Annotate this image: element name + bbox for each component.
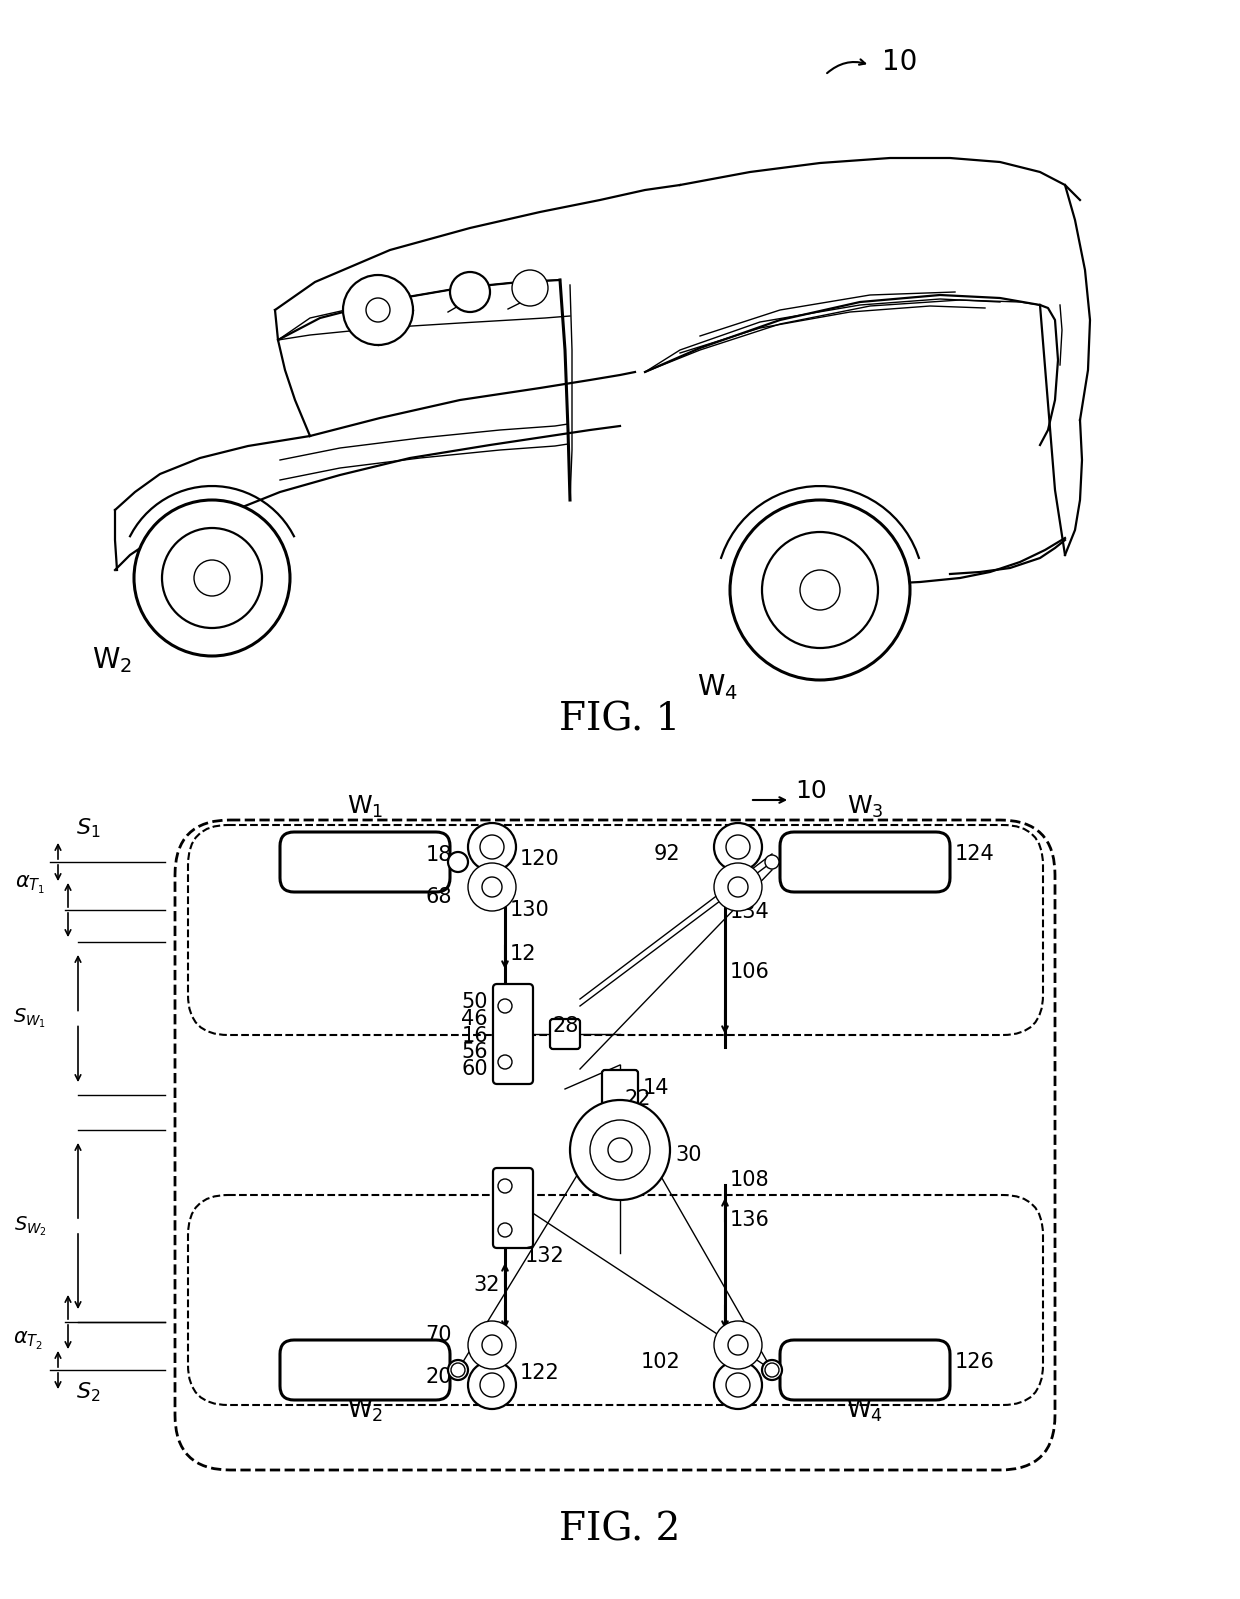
Text: 16: 16 (461, 1027, 489, 1046)
Circle shape (714, 863, 763, 911)
Text: 14: 14 (644, 1078, 670, 1097)
Circle shape (570, 1100, 670, 1199)
Circle shape (498, 1178, 512, 1193)
Circle shape (725, 1374, 750, 1398)
Text: 70: 70 (425, 1326, 453, 1345)
Circle shape (467, 1321, 516, 1369)
Circle shape (480, 835, 503, 859)
Text: 32: 32 (474, 1274, 500, 1295)
Text: 12: 12 (510, 943, 537, 964)
FancyBboxPatch shape (780, 1340, 950, 1401)
Circle shape (366, 297, 391, 321)
Text: 30: 30 (675, 1145, 702, 1166)
Text: W$_1$: W$_1$ (347, 795, 383, 820)
Text: $S_1$: $S_1$ (76, 815, 100, 839)
Circle shape (608, 1138, 632, 1162)
Circle shape (763, 532, 878, 648)
Text: 56: 56 (461, 1043, 489, 1062)
Circle shape (730, 500, 910, 680)
Circle shape (800, 569, 839, 609)
Text: 46: 46 (461, 1009, 489, 1030)
Circle shape (763, 1361, 782, 1380)
Text: 122: 122 (520, 1362, 559, 1383)
Circle shape (450, 272, 490, 312)
Text: W$_2$: W$_2$ (92, 644, 131, 675)
FancyBboxPatch shape (280, 831, 450, 892)
Text: 50: 50 (461, 991, 489, 1012)
Text: $\alpha_{T_1}$: $\alpha_{T_1}$ (15, 875, 45, 895)
Text: 108: 108 (730, 1170, 770, 1190)
Text: 126: 126 (955, 1353, 994, 1372)
Text: 18: 18 (425, 844, 453, 865)
Circle shape (765, 1362, 779, 1377)
Text: FIG. 1: FIG. 1 (559, 702, 681, 739)
FancyBboxPatch shape (780, 831, 950, 892)
Text: 130: 130 (510, 900, 549, 919)
Circle shape (482, 876, 502, 897)
Text: 28: 28 (552, 1015, 578, 1036)
Text: 102: 102 (640, 1353, 680, 1372)
Circle shape (714, 1361, 763, 1409)
Text: W$_3$: W$_3$ (847, 795, 883, 820)
Circle shape (498, 1055, 512, 1070)
Circle shape (714, 823, 763, 871)
Text: $S_{W_2}$: $S_{W_2}$ (14, 1214, 46, 1238)
Text: 86: 86 (625, 1110, 651, 1129)
Text: $S_{W_1}$: $S_{W_1}$ (14, 1007, 47, 1030)
Circle shape (498, 999, 512, 1014)
Circle shape (467, 863, 516, 911)
Text: 10: 10 (882, 48, 918, 77)
Text: 20: 20 (425, 1367, 453, 1386)
Circle shape (448, 852, 467, 871)
Text: 60: 60 (461, 1059, 489, 1079)
Text: 92: 92 (653, 844, 680, 863)
Circle shape (725, 835, 750, 859)
Circle shape (467, 823, 516, 871)
Circle shape (134, 500, 290, 656)
Text: $S_2$: $S_2$ (76, 1380, 100, 1404)
Circle shape (451, 1362, 465, 1377)
Circle shape (714, 1321, 763, 1369)
Circle shape (467, 1361, 516, 1409)
Circle shape (448, 1361, 467, 1380)
Text: 22: 22 (625, 1089, 651, 1110)
FancyBboxPatch shape (551, 1019, 580, 1049)
FancyBboxPatch shape (494, 1167, 533, 1247)
Text: 68: 68 (425, 887, 453, 907)
Text: 124: 124 (955, 844, 994, 863)
Circle shape (193, 560, 229, 596)
Circle shape (728, 876, 748, 897)
Text: 134: 134 (730, 902, 770, 923)
FancyBboxPatch shape (494, 983, 533, 1084)
Circle shape (162, 528, 262, 628)
Text: W$_2$: W$_2$ (347, 1398, 383, 1425)
FancyBboxPatch shape (280, 1340, 450, 1401)
Circle shape (498, 1223, 512, 1238)
Circle shape (482, 1335, 502, 1354)
Text: 120: 120 (520, 849, 559, 868)
Circle shape (590, 1119, 650, 1180)
Circle shape (512, 270, 548, 305)
Text: 106: 106 (730, 963, 770, 982)
Text: 10: 10 (795, 779, 827, 803)
Text: W$_4$: W$_4$ (847, 1398, 884, 1425)
FancyBboxPatch shape (601, 1070, 639, 1105)
Circle shape (343, 275, 413, 345)
Text: W$_4$: W$_4$ (697, 672, 739, 702)
Text: 96: 96 (625, 1132, 652, 1151)
Text: 132: 132 (525, 1246, 564, 1266)
Text: 136: 136 (730, 1210, 770, 1230)
Circle shape (480, 1374, 503, 1398)
Text: $\alpha_{T_2}$: $\alpha_{T_2}$ (12, 1330, 43, 1353)
Text: FIG. 2: FIG. 2 (559, 1511, 681, 1548)
Circle shape (728, 1335, 748, 1354)
Circle shape (765, 855, 779, 868)
